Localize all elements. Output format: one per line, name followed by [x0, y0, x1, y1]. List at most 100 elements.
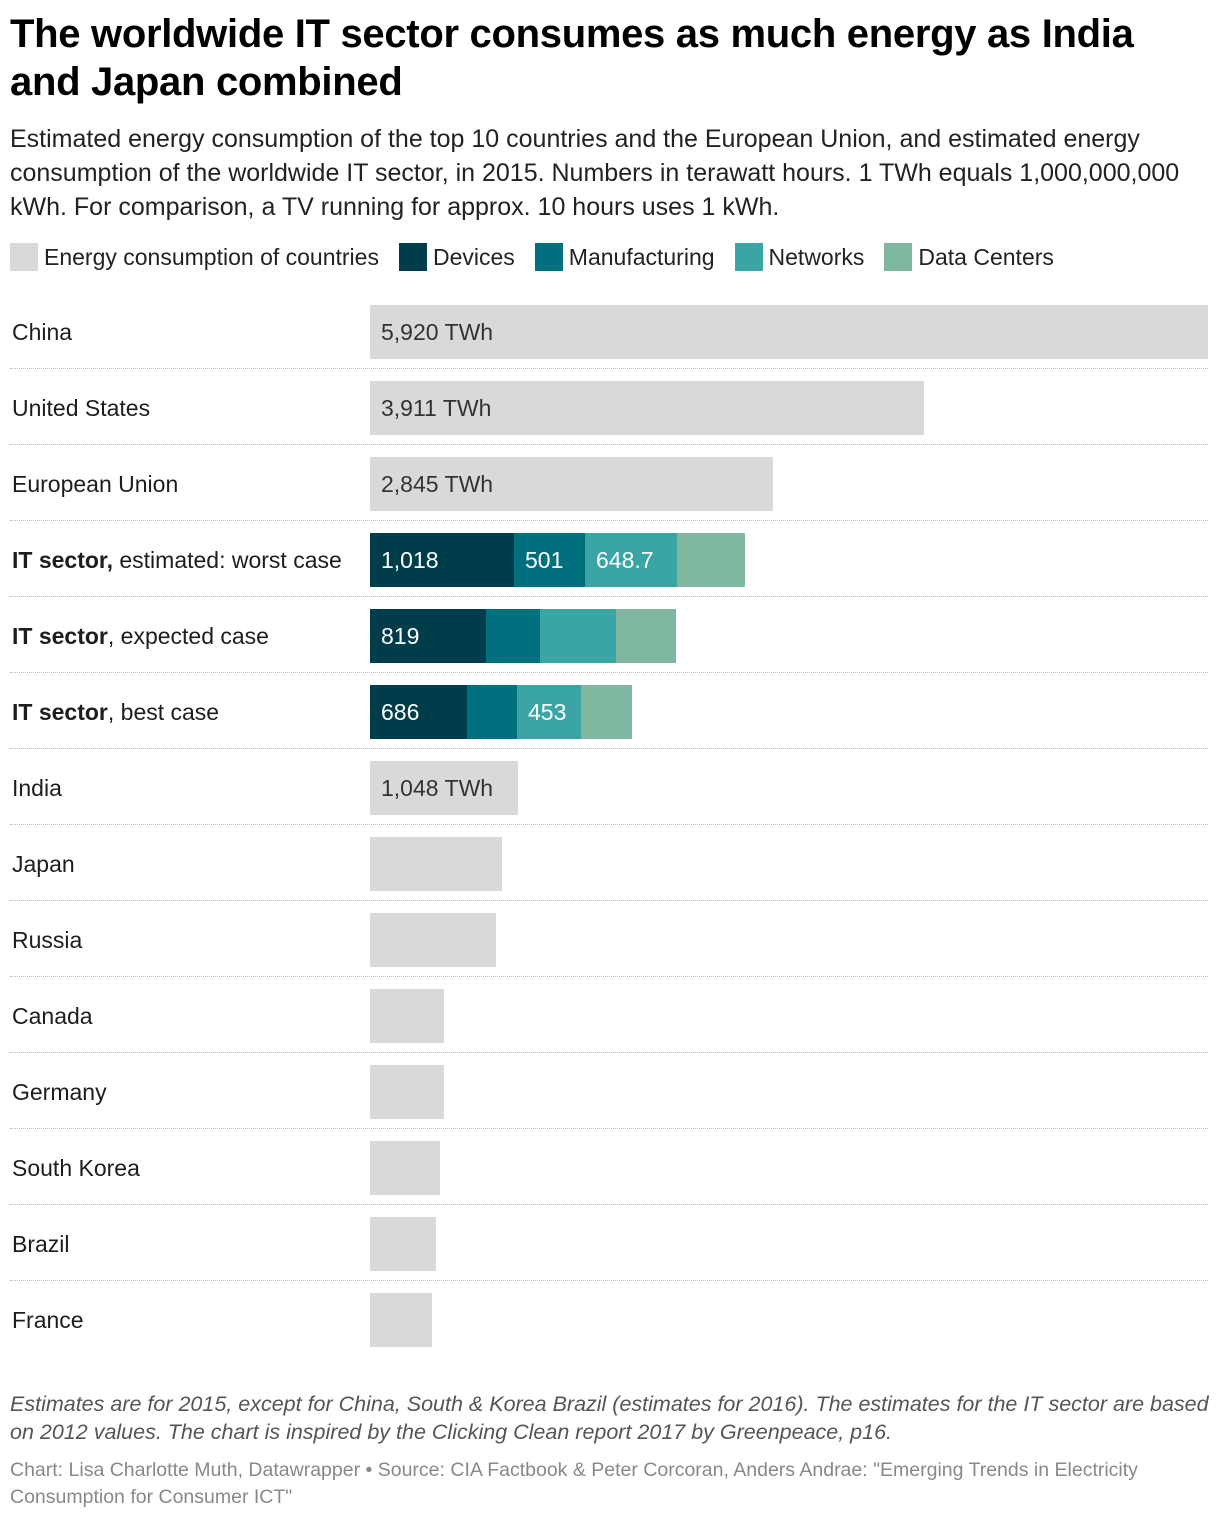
bar-value-label: 1,018 [381, 547, 439, 573]
bar-value-label: 686 [381, 699, 420, 725]
row-label: Germany [12, 1054, 107, 1130]
row-label-bold: IT sector [12, 699, 108, 725]
legend-label-devices: Devices [432, 243, 515, 270]
row-separator [10, 824, 1208, 825]
bar-area [370, 989, 1208, 1043]
bar-value-label: 648.7 [596, 547, 654, 573]
bar-segment-data-centers [581, 685, 632, 739]
row-separator [10, 1052, 1208, 1053]
row-separator [10, 748, 1208, 749]
row-separator [10, 596, 1208, 597]
row-separator [10, 900, 1208, 901]
row-separator [10, 1204, 1208, 1205]
row-separator [10, 520, 1208, 521]
row-label: Canada [12, 978, 93, 1054]
bar-row: United States 3,911 TWh [10, 370, 1208, 446]
legend-label-countries: Energy consumption of countries [44, 243, 379, 270]
bar-area [370, 1293, 1208, 1347]
legend-item-devices: Devices [398, 243, 515, 271]
chart-byline: Chart: Lisa Charlotte Muth, Datawrapper … [10, 1459, 1138, 1508]
bar-value-label: 5,920 TWh [381, 319, 494, 345]
bar-row: South Korea [10, 1130, 1208, 1206]
legend-item-networks: Networks [734, 243, 865, 271]
bar-area [370, 1065, 1208, 1119]
bar-row: IT sector, estimated: worst case 1,018 501… [10, 522, 1208, 598]
bar-segment-energy-consumption-of-countries [370, 1293, 432, 1347]
bar-area: 686 453 [370, 685, 1208, 739]
bar-segment-devices [370, 533, 514, 587]
row-label-text: Japan [12, 851, 75, 877]
bar-value-label: 501 [525, 547, 564, 573]
bar-row: European Union 2,845 TWh [10, 446, 1208, 522]
bar-segment-manufacturing [514, 533, 585, 587]
row-separator [10, 1280, 1208, 1281]
bar-segment-devices [370, 685, 467, 739]
bar-area: 3,911 TWh [370, 381, 1208, 435]
bar-segment-energy-consumption-of-countries [370, 457, 773, 511]
bar-segment-networks [540, 609, 616, 663]
legend-swatch-countries [10, 243, 38, 271]
bar-segment-energy-consumption-of-countries [370, 1141, 440, 1195]
legend-label-networks: Networks [768, 243, 865, 270]
row-label: India [12, 750, 62, 826]
bar-row: Brazil [10, 1206, 1208, 1282]
row-label: IT sector, best case [12, 674, 219, 750]
bar-row: China 5,920 TWh [10, 294, 1208, 370]
bar-area [370, 1141, 1208, 1195]
legend-item-countries: Energy consumption of countries [10, 243, 379, 271]
row-label-bold: IT sector, [12, 547, 113, 573]
bar-segment-data-centers [677, 533, 745, 587]
legend-swatch-devices [398, 243, 427, 271]
bar-row: Russia [10, 902, 1208, 978]
legend-label-data-centers: Data Centers [918, 243, 1054, 270]
bar-segment-energy-consumption-of-countries [370, 1217, 436, 1271]
bar-area: 1,048 TWh [370, 761, 1208, 815]
bar-segment-energy-consumption-of-countries [370, 989, 444, 1043]
row-label: European Union [12, 446, 178, 522]
chart-title: The worldwide IT sector consumes as much… [10, 12, 1134, 104]
legend-swatch-data-centers [884, 243, 913, 271]
legend-item-data-centers: Data Centers [884, 243, 1054, 271]
row-label-text: Brazil [12, 1231, 70, 1257]
bar-area: 5,920 TWh [370, 305, 1208, 359]
bar-row: IT sector, expected case 819 [10, 598, 1208, 674]
bar-area: 2,845 TWh [370, 457, 1208, 511]
bar-row: France [10, 1282, 1208, 1358]
bar-value-label: 819 [381, 623, 420, 649]
row-label-text: France [12, 1307, 84, 1333]
bar-segment-devices [370, 609, 486, 663]
chart-notes: Estimates are for 2015, except for China… [10, 1392, 1209, 1444]
row-label-text: estimated: worst case [112, 547, 342, 573]
bar-value-label: 2,845 TWh [381, 471, 494, 497]
bar-chart: China 5,920 TWh United States 3,911 TWh Euro… [10, 294, 1210, 1356]
bar-segment-data-centers [616, 609, 676, 663]
bar-area: 1,018 501 648.7 [370, 533, 1208, 587]
bar-segment-energy-consumption-of-countries [370, 761, 518, 815]
row-label: Russia [12, 902, 82, 978]
bar-segment-energy-consumption-of-countries [370, 1065, 444, 1119]
legend-swatch-networks [734, 243, 763, 271]
row-separator [10, 672, 1208, 673]
row-label-text: South Korea [12, 1155, 140, 1181]
legend: Energy consumption of countries Devices … [10, 240, 1210, 274]
row-label-text: European Union [12, 471, 179, 497]
bar-area: 819 [370, 609, 1208, 663]
bar-segment-manufacturing [486, 609, 540, 663]
row-label: United States [12, 370, 150, 446]
row-label: South Korea [12, 1130, 140, 1206]
row-label: Japan [12, 826, 75, 902]
legend-item-manufacturing: Manufacturing [534, 243, 715, 271]
bar-segment-energy-consumption-of-countries [370, 837, 502, 891]
row-label: IT sector, estimated: worst case [12, 522, 342, 598]
bar-segment-energy-consumption-of-countries [370, 381, 924, 435]
bar-segment-energy-consumption-of-countries [370, 913, 496, 967]
row-label-text: China [12, 319, 73, 345]
bar-value-label: 453 [528, 699, 567, 725]
bar-row: IT sector, best case 686 453 [10, 674, 1208, 750]
bar-value-label: 1,048 TWh [381, 775, 494, 801]
bar-segment-energy-consumption-of-countries [370, 305, 1208, 359]
row-label-text: Russia [12, 927, 83, 953]
row-label: China [12, 294, 72, 370]
bar-value-label: 3,911 TWh [381, 395, 492, 421]
row-label-text: Canada [12, 1003, 93, 1029]
